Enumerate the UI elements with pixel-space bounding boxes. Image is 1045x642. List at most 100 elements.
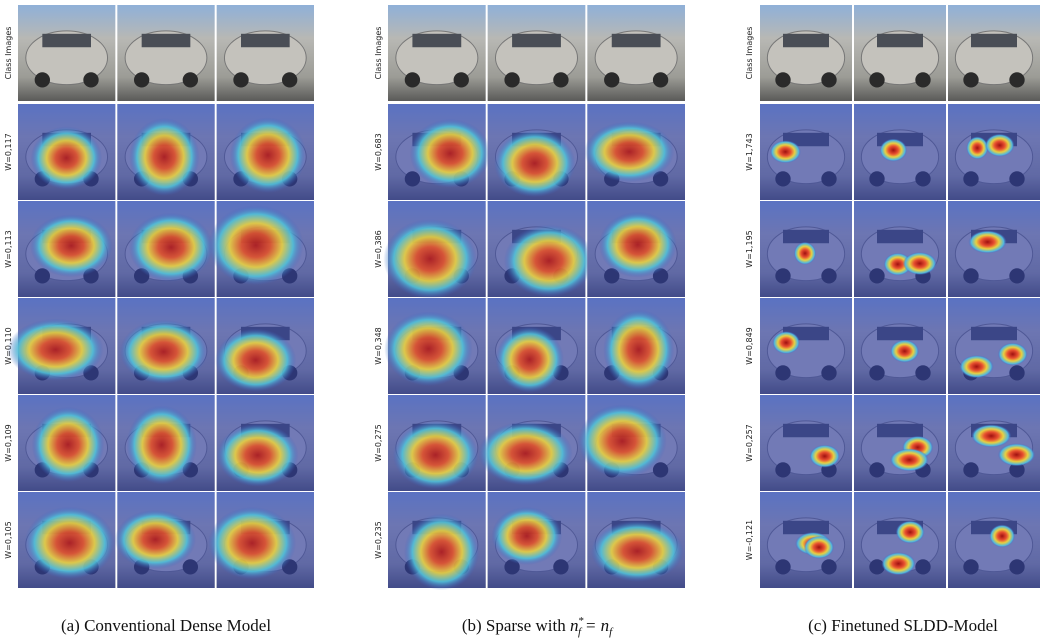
car-window xyxy=(512,34,561,47)
image-cell xyxy=(18,5,115,101)
image-cell xyxy=(948,395,1040,491)
heat-overlay xyxy=(948,298,1040,394)
wheel xyxy=(604,72,619,87)
row-label: W=1,743 xyxy=(745,133,754,171)
heat-blob xyxy=(410,119,491,188)
image-cell xyxy=(587,298,685,394)
heat-blob xyxy=(383,219,477,299)
image-cell xyxy=(760,5,852,101)
image-cell xyxy=(388,104,491,200)
image-cell xyxy=(760,104,852,200)
image-cell xyxy=(18,201,115,297)
car-window xyxy=(241,34,290,47)
image-cell xyxy=(587,492,685,588)
heat-blob xyxy=(599,212,677,278)
car-window xyxy=(42,34,91,47)
heat-spot xyxy=(968,230,1006,253)
image-cell xyxy=(488,298,586,394)
row-label: Class Images xyxy=(374,27,383,80)
heat-spot xyxy=(998,343,1028,366)
car-window xyxy=(412,34,461,47)
wheel xyxy=(775,72,790,87)
image-cell xyxy=(115,492,215,588)
heat-spot xyxy=(903,252,937,275)
wheel xyxy=(134,72,149,87)
heat-spot xyxy=(896,521,925,544)
image-cell xyxy=(854,5,946,101)
image-cell xyxy=(488,492,586,588)
image-cell xyxy=(948,298,1040,394)
heat-blob xyxy=(494,129,576,197)
caption: (b) Sparse with n*f=nf xyxy=(462,615,614,638)
row-label: W=0,849 xyxy=(745,327,754,365)
image-cell xyxy=(388,5,486,101)
row-label: W=0,683 xyxy=(374,133,383,171)
caption: (c) Finetuned SLDD-Model xyxy=(808,616,998,635)
heat-overlay xyxy=(854,201,946,297)
image-cell xyxy=(488,104,586,200)
wheel xyxy=(83,72,98,87)
heat-spot xyxy=(880,139,908,162)
image-cell xyxy=(217,104,314,200)
row-label: W=1,195 xyxy=(745,230,754,268)
image-cell xyxy=(488,201,594,297)
heat-blob xyxy=(404,514,479,591)
row-label: W=0,117 xyxy=(4,133,13,171)
heat-blob xyxy=(126,405,196,484)
image-cell xyxy=(854,104,946,200)
image-cell xyxy=(18,492,115,588)
heat-spot xyxy=(890,448,929,471)
car-window xyxy=(612,34,661,47)
car-window xyxy=(142,34,191,47)
heat-blob xyxy=(393,421,479,489)
image-cell xyxy=(587,5,685,101)
image-cell xyxy=(384,298,485,394)
car-window xyxy=(971,34,1017,47)
row-label: W=0,386 xyxy=(374,230,383,268)
heat-blob xyxy=(30,214,113,277)
car-window xyxy=(877,34,923,47)
heat-spot xyxy=(998,443,1035,466)
heat-blob xyxy=(578,404,667,478)
image-cell xyxy=(578,395,685,491)
heat-blob xyxy=(384,311,472,386)
heat-blob xyxy=(129,118,199,196)
image-cell xyxy=(117,5,214,101)
heat-blob xyxy=(208,507,296,580)
heat-spot xyxy=(971,424,1011,447)
row-label: W=0,235 xyxy=(374,521,383,559)
image-cell xyxy=(18,104,115,200)
image-cell xyxy=(854,201,946,297)
image-cell xyxy=(948,492,1040,588)
image-cell xyxy=(854,395,946,491)
image-cell xyxy=(587,201,685,297)
image-cell xyxy=(117,298,214,394)
heat-spot xyxy=(809,445,840,468)
car-window xyxy=(783,34,829,47)
heat-blob xyxy=(215,329,296,392)
image-cell xyxy=(117,201,214,297)
image-cell xyxy=(478,395,585,491)
wheel xyxy=(183,72,198,87)
heat-blob xyxy=(603,309,674,389)
image-cell xyxy=(948,201,1040,297)
image-cell xyxy=(208,201,314,297)
image-cell xyxy=(117,395,214,491)
heat-spot xyxy=(890,340,919,363)
heat-blob xyxy=(31,126,103,189)
image-cell xyxy=(584,104,685,200)
heat-spot xyxy=(989,525,1015,548)
image-cell xyxy=(208,492,314,588)
heat-blob xyxy=(491,507,562,565)
heat-spot xyxy=(770,140,801,163)
row-label: W=0,257 xyxy=(745,424,754,462)
row-label: W=0,105 xyxy=(4,521,13,559)
wheel xyxy=(869,72,884,87)
row-label: Class Images xyxy=(745,27,754,80)
caption: (a) Conventional Dense Model xyxy=(61,616,271,635)
wheel xyxy=(553,72,568,87)
wheel xyxy=(963,72,978,87)
wheel xyxy=(233,72,248,87)
image-cell xyxy=(760,492,852,588)
heat-blob xyxy=(120,320,208,384)
